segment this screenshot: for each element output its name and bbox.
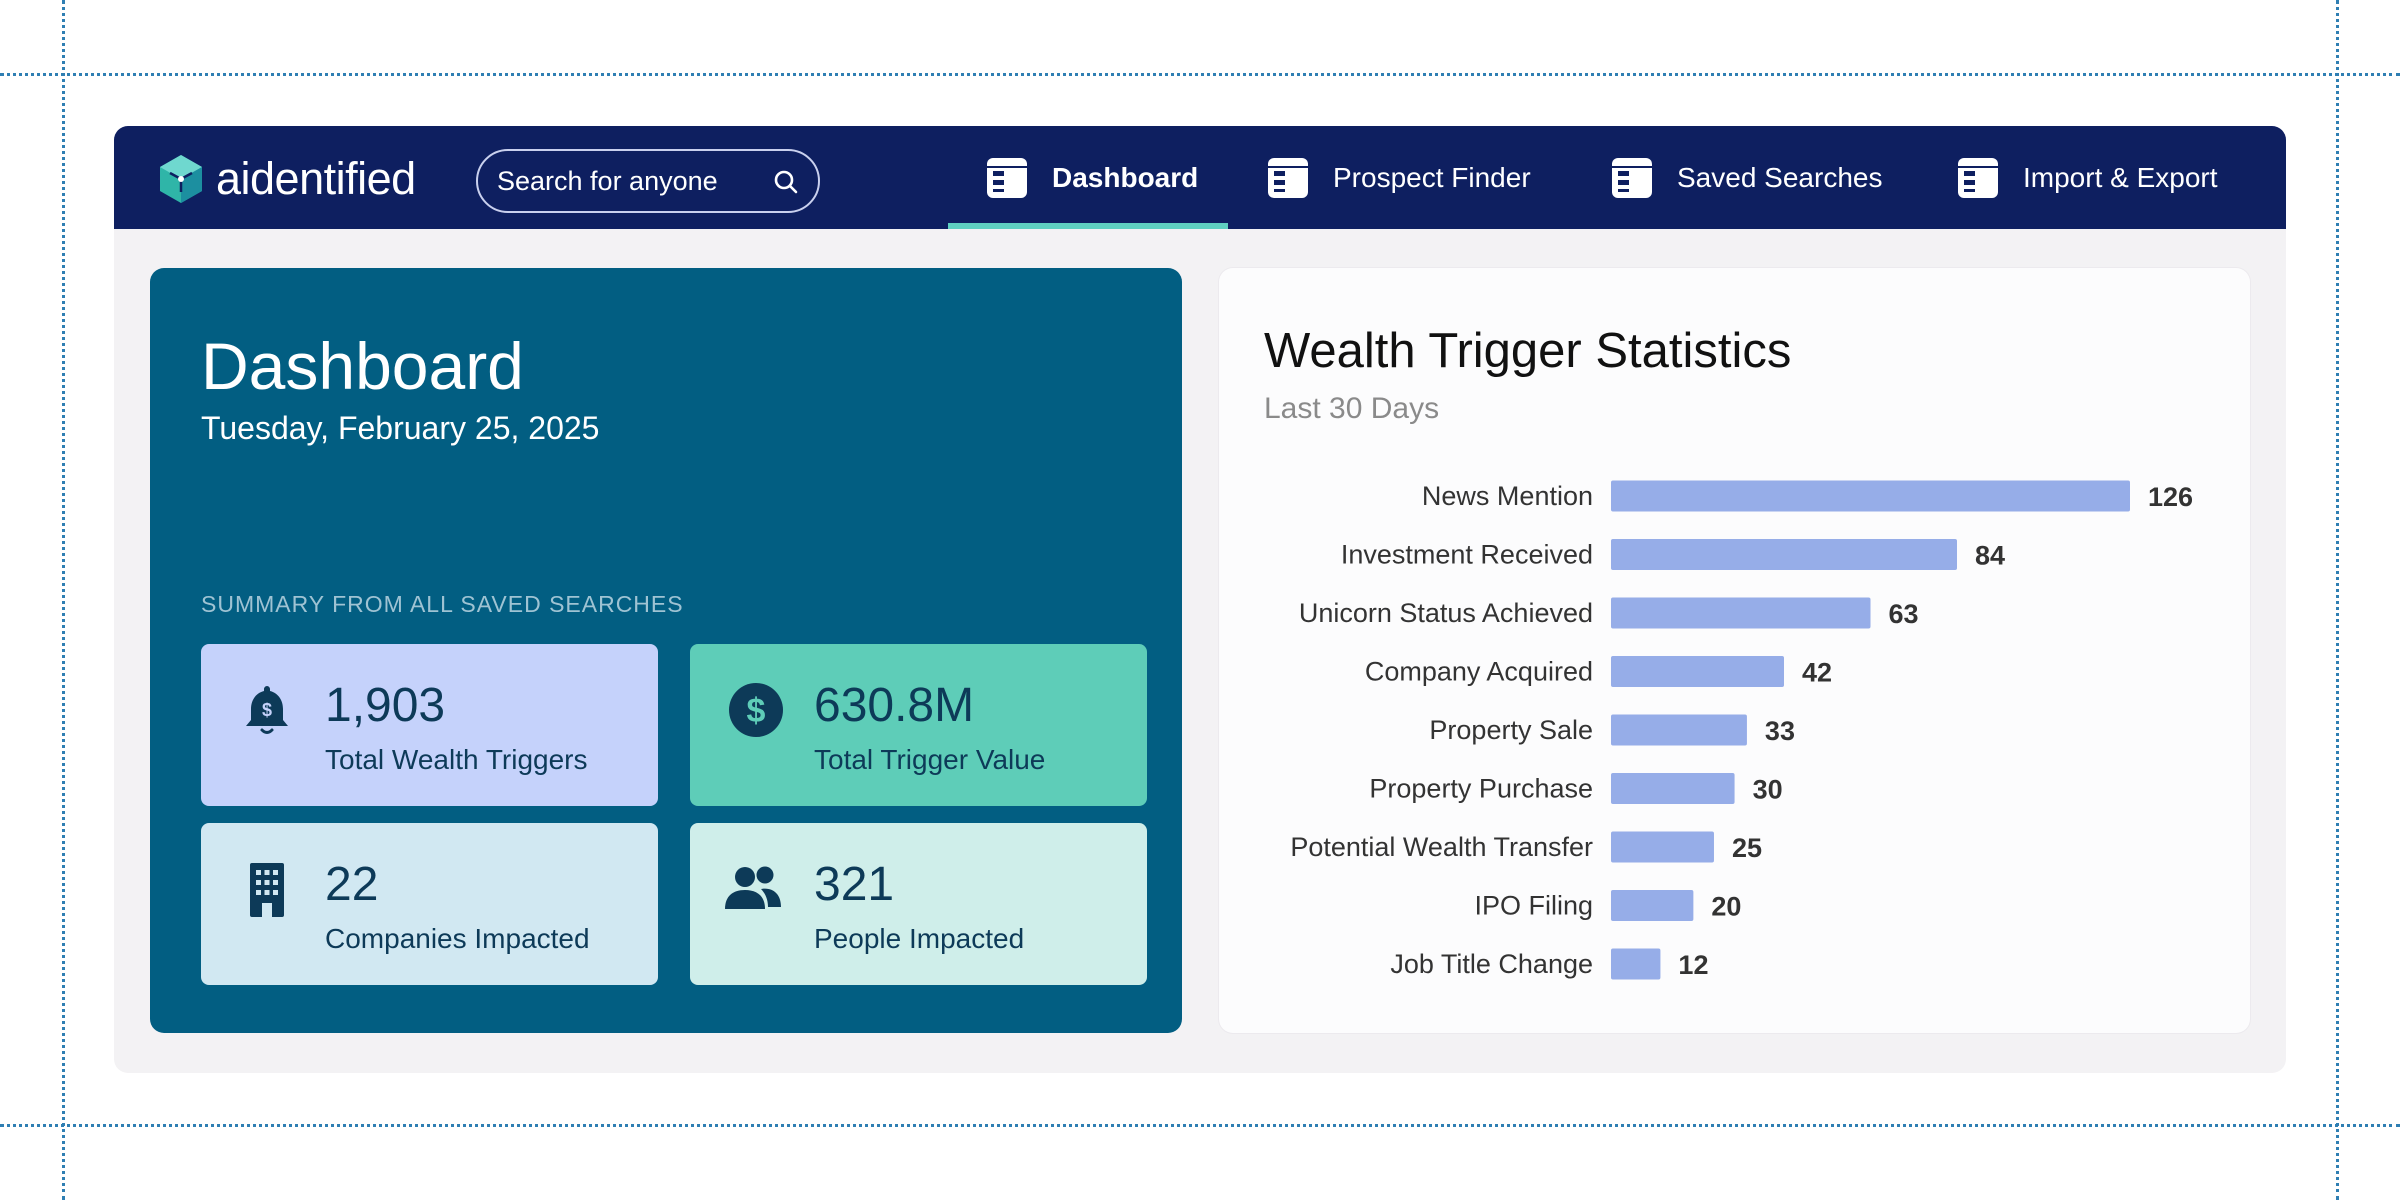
stat-card-total-wealth-triggers[interactable]: $ 1,903 Total Wealth Triggers bbox=[201, 644, 658, 806]
top-navigation-bar: aidentified Dashboard bbox=[114, 126, 2286, 229]
building-icon bbox=[250, 863, 284, 917]
brand-logo[interactable]: aidentified bbox=[154, 152, 416, 206]
search-icon[interactable] bbox=[772, 168, 800, 196]
stat-card-companies-impacted[interactable]: 22 Companies Impacted bbox=[201, 823, 658, 985]
hexagon-logo-icon bbox=[160, 155, 202, 203]
bar-value-company-acquired: 42 bbox=[1802, 658, 1832, 688]
stat-value: 321 bbox=[814, 858, 895, 911]
guide-line-left bbox=[62, 0, 65, 1200]
bar-label-job-title-change: Job Title Change bbox=[1390, 949, 1593, 979]
bar-value-property-purchase: 30 bbox=[1753, 775, 1783, 805]
guide-line-bottom bbox=[0, 1124, 2400, 1127]
bar-value-investment-received: 84 bbox=[1975, 541, 2005, 571]
guide-line-top bbox=[0, 73, 2400, 76]
dollar-circle-icon: $ bbox=[729, 683, 783, 737]
stat-value: 1,903 bbox=[325, 679, 446, 732]
stat-value: 630.8M bbox=[814, 679, 975, 732]
bar-value-potential-wealth-transfer: 25 bbox=[1732, 833, 1762, 863]
dashboard-summary-card: Dashboard Tuesday, February 25, 2025 SUM… bbox=[150, 268, 1182, 1033]
bar-potential-wealth-transfer[interactable] bbox=[1611, 831, 1714, 863]
search-box bbox=[476, 149, 820, 213]
prospect-finder-layout-icon bbox=[1268, 157, 1308, 198]
bar-label-property-purchase: Property Purchase bbox=[1369, 774, 1593, 804]
bar-label-property-sale: Property Sale bbox=[1429, 715, 1593, 745]
saved-searches-layout-icon bbox=[1612, 157, 1652, 198]
summary-heading: SUMMARY FROM ALL SAVED SEARCHES bbox=[201, 591, 684, 617]
bar-label-investment-received: Investment Received bbox=[1341, 540, 1593, 570]
bar-value-news-mention: 126 bbox=[2148, 482, 2193, 512]
nav-tab-saved-searches[interactable]: Saved Searches bbox=[1611, 126, 1882, 229]
stat-card-people-impacted[interactable]: 321 People Impacted bbox=[690, 823, 1147, 985]
nav-label-saved-searches: Saved Searches bbox=[1677, 161, 1883, 193]
page-title: Dashboard bbox=[201, 329, 524, 403]
bar-investment-received[interactable] bbox=[1611, 539, 1957, 570]
stat-value: 22 bbox=[325, 858, 379, 911]
bar-news-mention[interactable] bbox=[1611, 480, 2130, 512]
nav-tab-dashboard[interactable]: Dashboard bbox=[986, 126, 1198, 229]
bar-label-unicorn-status-achieved: Unicorn Status Achieved bbox=[1299, 598, 1593, 628]
bar-label-news-mention: News Mention bbox=[1422, 481, 1593, 511]
import-export-layout-icon bbox=[1958, 157, 1998, 198]
chart-title: Wealth Trigger Statistics bbox=[1264, 324, 1792, 378]
dashboard-layout-icon bbox=[987, 157, 1027, 198]
bar-label-potential-wealth-transfer: Potential Wealth Transfer bbox=[1290, 832, 1593, 862]
bar-value-job-title-change: 12 bbox=[1678, 950, 1708, 980]
guide-line-right bbox=[2336, 0, 2339, 1200]
nav-label-dashboard: Dashboard bbox=[1052, 161, 1199, 193]
bar-label-company-acquired: Company Acquired bbox=[1365, 657, 1593, 687]
bar-value-unicorn-status-achieved: 63 bbox=[1889, 599, 1919, 629]
search-input[interactable] bbox=[497, 165, 759, 197]
bar-unicorn-status-achieved[interactable] bbox=[1611, 597, 1871, 629]
nav-label-prospect-finder: Prospect Finder bbox=[1333, 161, 1531, 193]
nav-tab-import-export[interactable]: Import & Export bbox=[1957, 126, 2218, 229]
bar-property-purchase[interactable] bbox=[1611, 773, 1735, 804]
bar-property-sale[interactable] bbox=[1611, 714, 1747, 746]
current-date: Tuesday, February 25, 2025 bbox=[201, 410, 600, 446]
active-tab-indicator bbox=[948, 223, 1228, 229]
bar-company-acquired[interactable] bbox=[1611, 656, 1784, 687]
bar-value-ipo-filing: 20 bbox=[1711, 892, 1741, 922]
chart-subtitle: Last 30 Days bbox=[1264, 392, 1440, 425]
stat-label: People Impacted bbox=[814, 923, 1025, 954]
nav-tab-prospect-finder[interactable]: Prospect Finder bbox=[1267, 126, 1531, 229]
brand-name: aidentified bbox=[216, 153, 416, 204]
app-window: aidentified Dashboard bbox=[114, 126, 2286, 1073]
stat-label: Total Trigger Value bbox=[814, 744, 1046, 775]
wealth-trigger-chart-card: Wealth Trigger Statistics Last 30 Days N… bbox=[1219, 268, 2250, 1033]
stat-label: Companies Impacted bbox=[325, 923, 590, 954]
nav-label-import-export: Import & Export bbox=[2023, 161, 2218, 193]
svg-text:$: $ bbox=[747, 692, 766, 730]
stat-card-total-trigger-value[interactable]: $ 630.8M Total Trigger Value bbox=[690, 644, 1147, 806]
bar-value-property-sale: 33 bbox=[1765, 716, 1795, 746]
people-icon bbox=[725, 866, 781, 909]
bell-dollar-icon: $ bbox=[246, 686, 288, 734]
bar-ipo-filing[interactable] bbox=[1611, 890, 1694, 921]
stat-label: Total Wealth Triggers bbox=[325, 744, 588, 775]
bar-job-title-change[interactable] bbox=[1611, 948, 1661, 980]
svg-text:$: $ bbox=[262, 700, 272, 720]
bar-label-ipo-filing: IPO Filing bbox=[1474, 891, 1593, 921]
horizontal-bar-chart: News Mention 126 Investment Received 84 Unic… bbox=[1290, 480, 2193, 980]
